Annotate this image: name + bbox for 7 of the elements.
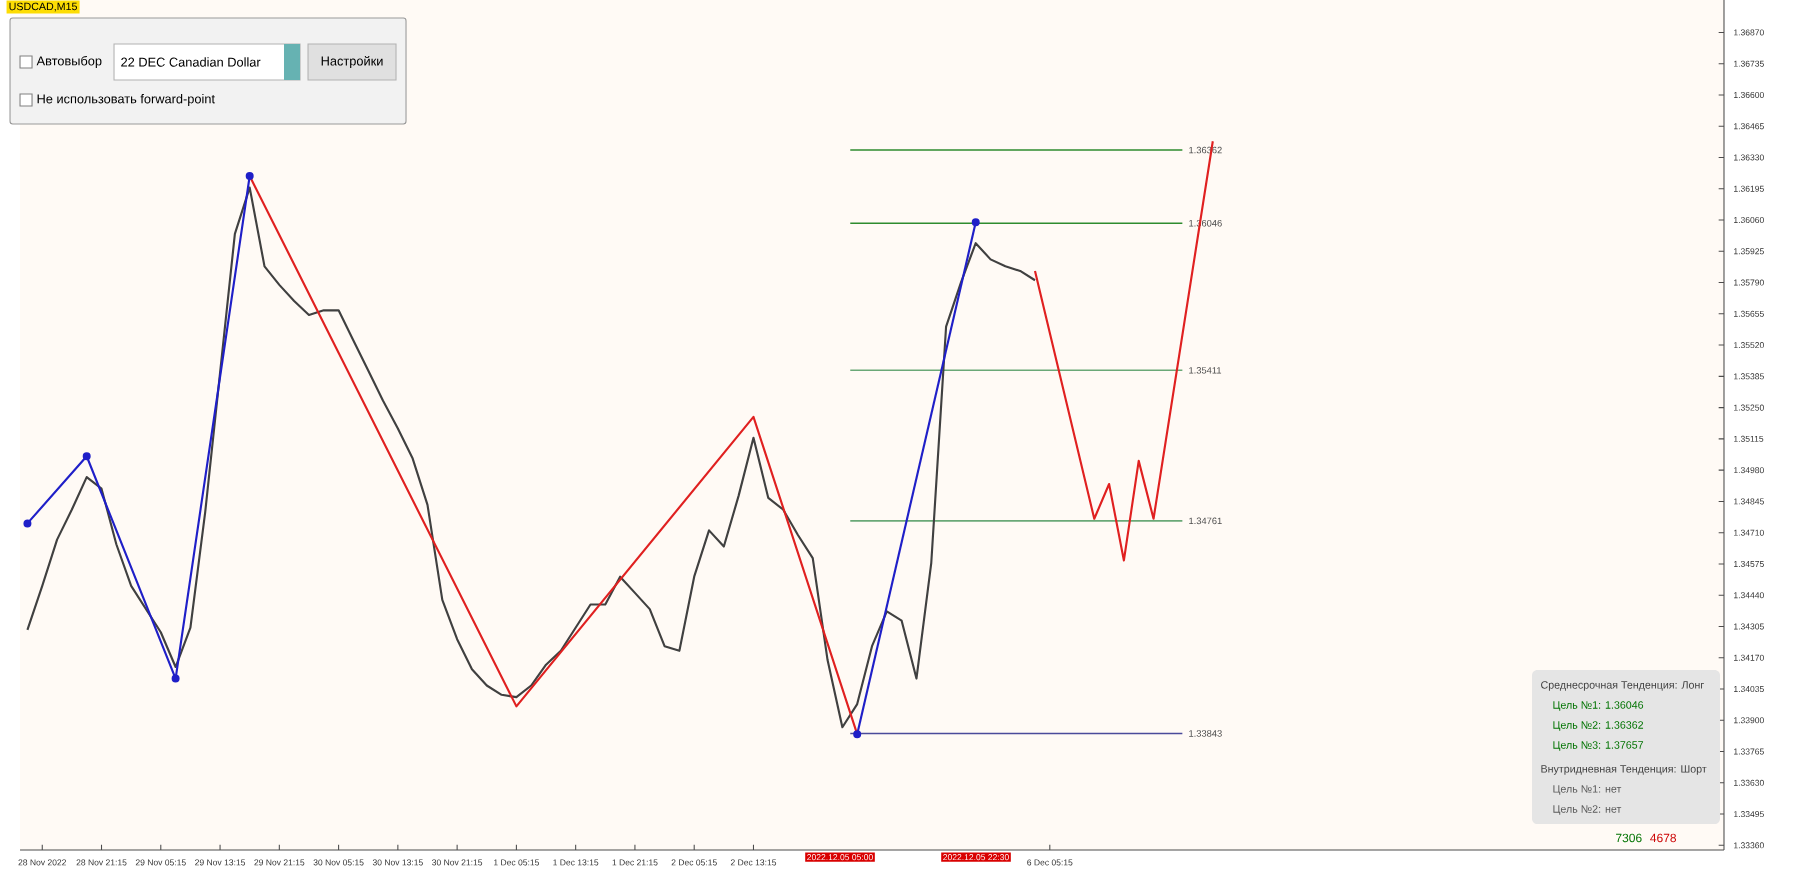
point <box>82 452 91 461</box>
point <box>171 674 180 683</box>
point <box>245 172 254 180</box>
point <box>23 519 32 528</box>
point <box>853 730 862 739</box>
point <box>971 218 980 227</box>
line-series <box>248 174 859 736</box>
